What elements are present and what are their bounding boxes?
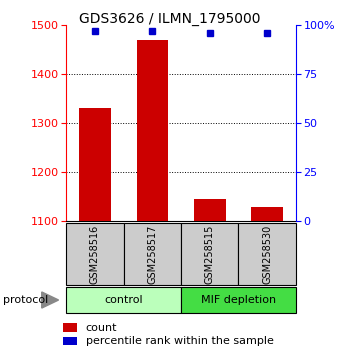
Text: protocol: protocol [3, 295, 49, 305]
Text: percentile rank within the sample: percentile rank within the sample [86, 336, 274, 346]
Text: GSM258517: GSM258517 [147, 224, 157, 284]
FancyBboxPatch shape [181, 223, 238, 285]
FancyBboxPatch shape [238, 223, 296, 285]
Bar [251, 206, 283, 221]
Text: GSM258515: GSM258515 [205, 224, 215, 284]
Bar [137, 40, 168, 221]
FancyBboxPatch shape [66, 223, 124, 285]
Bar [63, 337, 77, 346]
Text: MIF depletion: MIF depletion [201, 295, 276, 305]
Text: control: control [104, 295, 143, 305]
FancyBboxPatch shape [181, 287, 296, 313]
Polygon shape [42, 292, 58, 308]
Text: GDS3626 / ILMN_1795000: GDS3626 / ILMN_1795000 [79, 12, 261, 27]
FancyBboxPatch shape [66, 287, 181, 313]
Text: count: count [86, 323, 117, 333]
FancyBboxPatch shape [124, 223, 181, 285]
Bar [79, 108, 111, 221]
Bar [194, 199, 225, 221]
Text: GSM258530: GSM258530 [262, 224, 272, 284]
Bar [63, 324, 77, 332]
Text: GSM258516: GSM258516 [90, 224, 100, 284]
